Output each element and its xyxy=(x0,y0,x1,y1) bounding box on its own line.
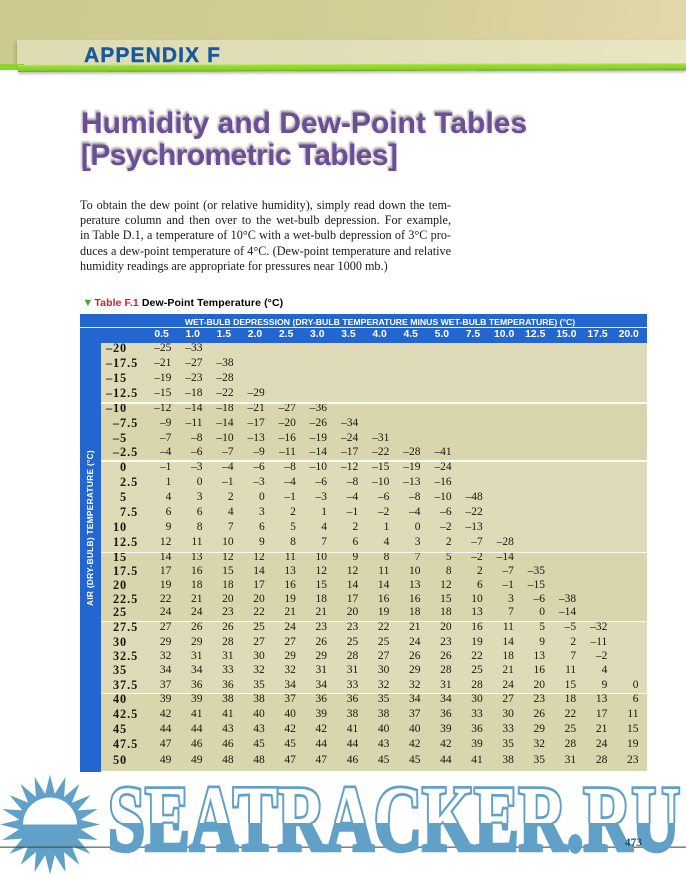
svg-text:SEATRACKER.RU: SEATRACKER.RU xyxy=(108,770,680,871)
svg-text:SEATRACKER.RU: SEATRACKER.RU xyxy=(108,770,680,871)
svg-text:SEATRACKER.RU: SEATRACKER.RU xyxy=(108,770,680,871)
svg-text:473: 473 xyxy=(625,837,643,849)
